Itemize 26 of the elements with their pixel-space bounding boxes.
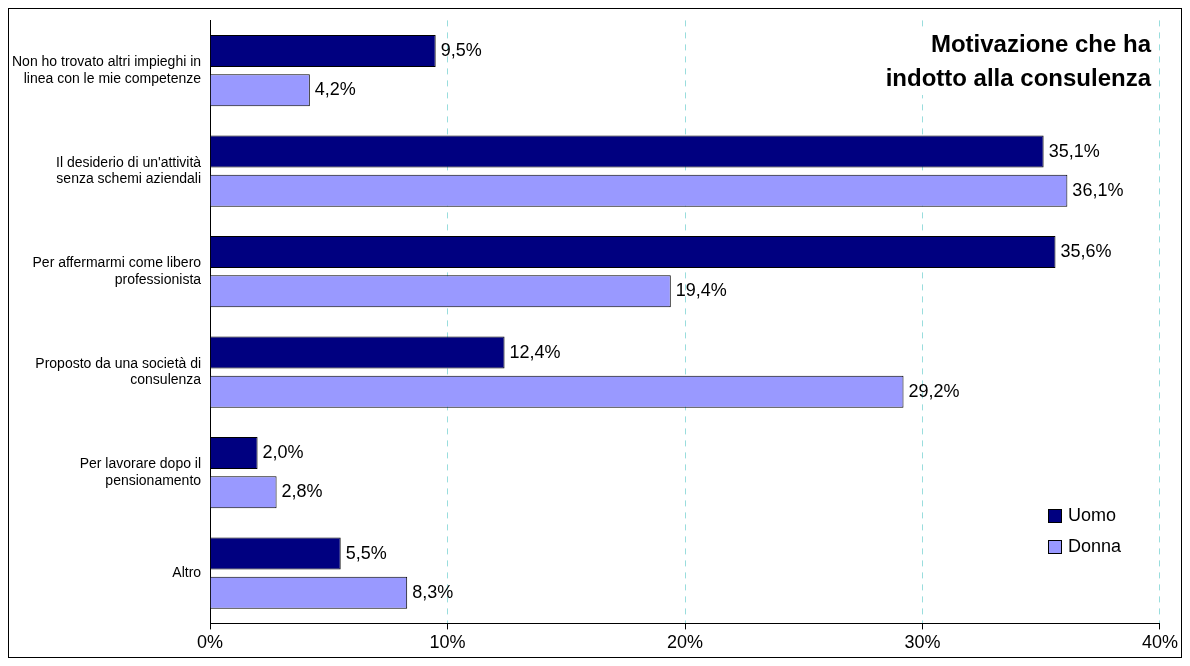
data-label: 12,4% bbox=[509, 341, 561, 362]
y-tick-label: Per lavorare dopo il pensionamento bbox=[79, 455, 202, 488]
data-label: 2,0% bbox=[262, 442, 304, 463]
data-label: 19,4% bbox=[675, 280, 727, 301]
y-tick-label: Il desiderio di un'attività senza schemi aziendali bbox=[56, 153, 202, 187]
data-label: 35,1% bbox=[1048, 140, 1100, 161]
x-tick-label: 30% bbox=[904, 632, 941, 653]
data-label: 4,2% bbox=[314, 79, 356, 100]
y-tick-label: Proposto da una società di consulenza bbox=[35, 354, 202, 388]
y-tick-label: Per affermarmi come libero professionista bbox=[32, 254, 202, 287]
y-tick-label: Non ho trovato altri impieghi in linea con le mie competenze bbox=[11, 53, 202, 86]
x-tick-label: 10% bbox=[429, 632, 466, 653]
data-label: 35,6% bbox=[1060, 241, 1112, 262]
legend-label: Uomo bbox=[1067, 505, 1116, 526]
legend-label: Donna bbox=[1067, 536, 1121, 557]
y-tick-label: Altro bbox=[172, 564, 202, 581]
x-tick-label: 20% bbox=[667, 632, 704, 653]
data-label: 8,3% bbox=[412, 581, 454, 602]
data-label: 9,5% bbox=[440, 40, 482, 61]
data-label: 2,8% bbox=[281, 481, 323, 502]
x-tick-label: 40% bbox=[1141, 632, 1178, 653]
data-label: 36,1% bbox=[1072, 179, 1124, 200]
data-label: 5,5% bbox=[345, 542, 387, 563]
x-tick-label: 0% bbox=[197, 632, 224, 653]
text: Motivazione che ha indotto alla consulenza bbox=[866, 27, 1151, 95]
data-label: 29,2% bbox=[908, 380, 960, 401]
